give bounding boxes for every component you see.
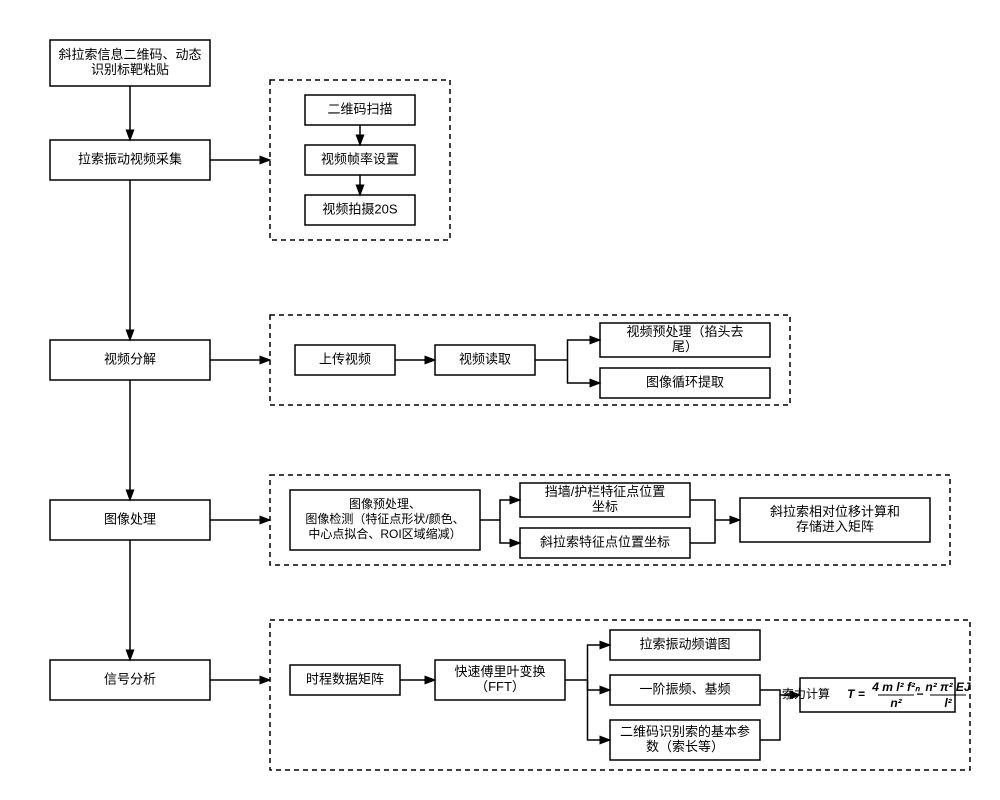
g3-node-1-text: 挡墙/护栏特征点位置 bbox=[545, 484, 666, 499]
g3-node-3-text: 斜拉索相对位移计算和 bbox=[770, 504, 900, 519]
g2-node-0-text: 上传视频 bbox=[319, 351, 371, 366]
g2-fork-g2c bbox=[568, 340, 601, 360]
g1-node-0-text: 二维码扫描 bbox=[327, 101, 392, 116]
g4-fork-g4c bbox=[588, 645, 611, 680]
main-step-1-text: 拉索振动视频采集 bbox=[78, 151, 182, 166]
g4-node-2-text: 拉索振动频谱图 bbox=[639, 636, 730, 651]
svg-text:l²: l² bbox=[944, 696, 952, 710]
g2-node-3-text: 图像循环提取 bbox=[646, 374, 724, 389]
svg-text:n² π² EJ: n² π² EJ bbox=[925, 680, 971, 694]
svg-text:−: − bbox=[916, 687, 923, 701]
g4-fork-g4d bbox=[588, 680, 611, 690]
main-step-3-text: 图像处理 bbox=[104, 511, 156, 526]
svg-text:T =: T = bbox=[847, 687, 865, 701]
g3-node-0-text: 中心点拟合、ROI区域缩减） bbox=[308, 526, 461, 541]
g4-node-0-text: 时程数据矩阵 bbox=[306, 671, 384, 686]
g3-fork-g3b bbox=[500, 500, 520, 520]
g3-node-2-text: 斜拉索特征点位置坐标 bbox=[540, 534, 670, 549]
g3-node-1-text: 坐标 bbox=[592, 499, 618, 514]
g1-node-1-text: 视频帧率设置 bbox=[321, 151, 399, 166]
g3-node-0-text: 图像检测（特征点形状/颜色、 bbox=[305, 511, 464, 526]
main-step-0-text: 斜拉索信息二维码、动态 bbox=[58, 47, 201, 62]
main-step-2-text: 视频分解 bbox=[104, 351, 156, 366]
g4-node-1-text: （FFT） bbox=[475, 679, 525, 694]
svg-text:n²: n² bbox=[890, 696, 902, 710]
g4-fork-g4e bbox=[588, 680, 611, 740]
g4-node-1-text: 快速傅里叶变换 bbox=[454, 664, 545, 679]
g3-node-0-text: 图像预处理、 bbox=[349, 497, 421, 511]
g3-fork-g3c bbox=[500, 520, 520, 543]
g4-node-3-text: 一阶振频、基频 bbox=[639, 681, 730, 696]
g4-node-4-text: 数（索长等） bbox=[646, 739, 724, 754]
g1-node-2-text: 视频拍摄20S bbox=[322, 201, 397, 216]
svg-text:4 m l² f²ₙ: 4 m l² f²ₙ bbox=[871, 680, 921, 694]
main-step-4-text: 信号分析 bbox=[104, 671, 156, 686]
formula-text: 索力计算 bbox=[782, 686, 830, 701]
g2-node-1-text: 视频读取 bbox=[459, 351, 511, 366]
g3-node-3-text: 存储进入矩阵 bbox=[796, 519, 874, 534]
g4-node-4-text: 二维码识别索的基本参 bbox=[620, 724, 750, 739]
flowchart-canvas: 斜拉索信息二维码、动态识别标靶粘贴拉索振动视频采集视频分解图像处理信号分析二维码… bbox=[20, 20, 980, 780]
g2-fork-g2d bbox=[568, 360, 601, 383]
main-step-0-text: 识别标靶粘贴 bbox=[91, 62, 169, 77]
g2-node-2-text: 视频预处理（掐头去 bbox=[626, 324, 743, 339]
g2-node-2-text: 尾） bbox=[672, 339, 698, 354]
